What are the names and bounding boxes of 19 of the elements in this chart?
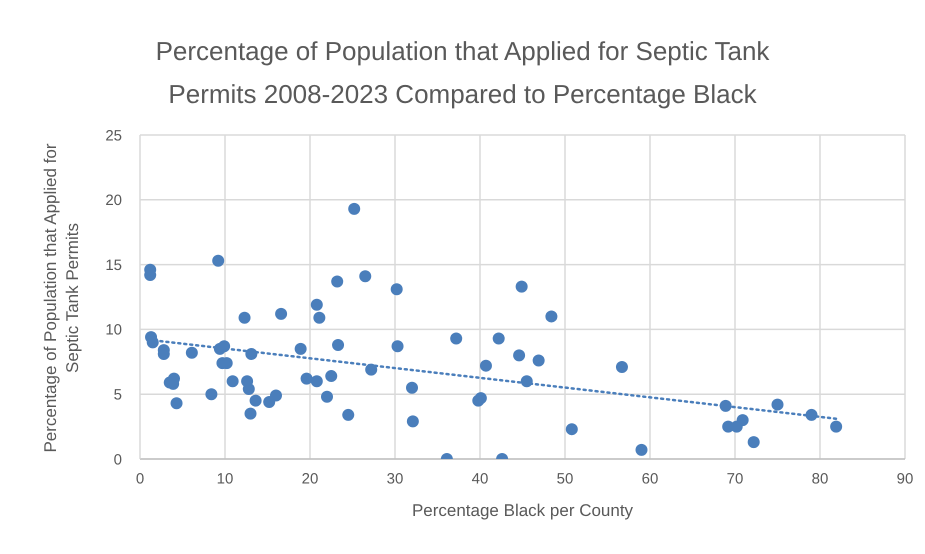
x-tick-label: 80	[812, 470, 828, 488]
y-tick-label: 10	[105, 322, 122, 339]
x-tick-label: 0	[136, 470, 144, 488]
x-tick-label: 50	[556, 470, 574, 488]
y-tick-label: 20	[105, 192, 122, 210]
x-tick-label: 10	[216, 470, 234, 488]
y-axis-title: Percentage of Population that Applied for Septic Tank Permits	[40, 142, 83, 455]
x-tick-label: 20	[302, 470, 318, 488]
y-tick-label: 5	[114, 386, 122, 404]
x-axis-title: Percentage Black per County	[412, 501, 634, 520]
x-tick-label: 40	[472, 470, 488, 488]
y-tick-label: 25	[105, 127, 122, 144]
x-tick-label: 30	[386, 470, 404, 488]
chart-title: Percentage of Population that Applied for Septic Tank Permits 2008-2023 Compared to Percentage Black	[154, 35, 770, 111]
x-tick-label: 60	[642, 470, 658, 488]
x-tick-label: 70	[726, 470, 744, 488]
y-tick-label: 0	[114, 451, 122, 468]
x-tick-label: 90	[896, 470, 914, 488]
y-tick-label: 15	[105, 256, 122, 274]
